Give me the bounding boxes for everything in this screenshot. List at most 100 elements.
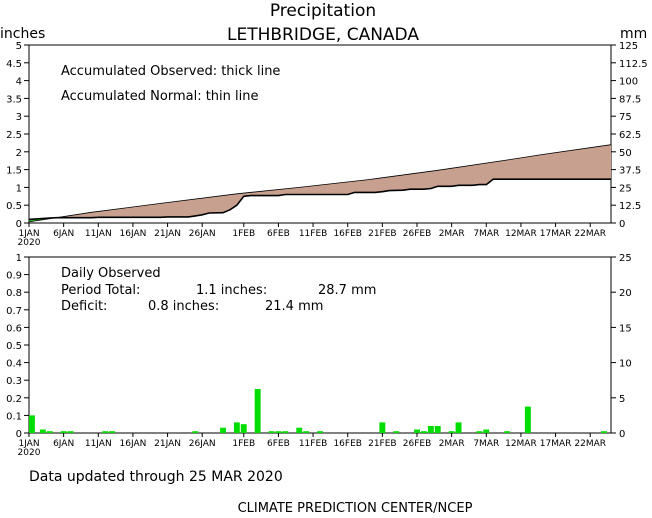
period-total-inches: 1.1 inches: [196, 283, 267, 298]
x-tick-label: 16JAN [120, 229, 147, 239]
x-tick-label: 17MAR [540, 439, 572, 449]
daily-bar [109, 431, 116, 433]
daily-bar [220, 427, 226, 433]
x-tick-label: 26FEB [403, 229, 432, 239]
daily-bar [233, 422, 240, 433]
y-tick-label-left: 0.9 [6, 271, 22, 282]
x-tick-label: 17MAR [540, 229, 572, 239]
x-tick-label: 21FEB [368, 229, 397, 239]
y-tick-label-left: 4 [16, 77, 22, 88]
y-tick-label-right: 125 [619, 41, 638, 52]
daily-bar [303, 431, 310, 433]
chart-subtitle: LETHBRIDGE, CANADA [227, 25, 419, 45]
y-tick-label-right: 100 [619, 77, 638, 88]
daily-bar [29, 415, 35, 433]
daily-bar [476, 431, 483, 433]
x-tick-label: 1JAN [18, 439, 39, 449]
y-tick-label-left: 1.5 [6, 166, 22, 177]
y-tick-label-right: 5 [619, 394, 625, 405]
y-tick-label-right: 0 [619, 429, 625, 440]
y-tick-label-right: 25 [619, 253, 632, 264]
y-tick-label-right: 12.5 [619, 201, 641, 212]
x-tick-label: 26JAN [189, 439, 216, 449]
y-tick-label-left: 3 [16, 112, 22, 123]
deficit-area [29, 144, 611, 222]
daily-bar [427, 426, 434, 433]
daily-bar [504, 431, 510, 433]
daily-bar [254, 389, 261, 433]
x-tick-label: 1JAN [18, 229, 39, 239]
daily-bar [240, 424, 247, 433]
y-tick-label-left: 3.5 [6, 94, 22, 105]
x-tick-label: 6FEB [267, 439, 290, 449]
y-tick-label-right: 25 [619, 183, 632, 194]
x-tick-label: 7MAR [473, 229, 499, 239]
daily-bar [379, 422, 386, 433]
y-tick-label-right: 20 [619, 288, 632, 299]
daily-bar [393, 431, 400, 433]
deficit-mm: 21.4 mm [265, 299, 323, 314]
y-tick-label-right: 37.5 [619, 166, 641, 177]
x-tick-label: 21JAN [154, 439, 181, 449]
x-tick-label: 12MAR [505, 229, 537, 239]
daily-bar [421, 431, 427, 433]
daily-bar [282, 431, 289, 433]
x-tick-label: 7MAR [473, 439, 499, 449]
daily-bar [434, 426, 441, 433]
x-tick-label: 11JAN [85, 439, 112, 449]
x-tick-label: 6FEB [267, 229, 290, 239]
y-tick-label-left: 0.6 [6, 323, 22, 334]
deficit-inches: 0.8 inches: [148, 299, 219, 314]
daily-bar [46, 431, 53, 433]
daily-bar [414, 429, 420, 433]
y-tick-label-right: 87.5 [619, 94, 641, 105]
period-total-mm: 28.7 mm [318, 283, 376, 298]
annotation-observed: Accumulated Observed: thick line [61, 64, 280, 79]
x-tick-label: 11FEB [299, 229, 328, 239]
y-tick-label-right: 112.5 [619, 59, 648, 70]
x-tick-label: 2MAR [439, 229, 465, 239]
y-tick-label-left: 0.5 [6, 201, 22, 212]
daily-bar [483, 429, 490, 433]
y-tick-label-left: 0.2 [6, 394, 22, 405]
x-year-label: 2020 [18, 448, 41, 458]
y-tick-label-left: 0.4 [6, 359, 22, 370]
left-unit-label: inches [0, 26, 45, 42]
y-tick-label-left: 0.5 [6, 341, 22, 352]
x-tick-label: 22MAR [574, 229, 606, 239]
daily-bar [275, 431, 282, 433]
daily-bar [192, 431, 199, 433]
y-tick-label-left: 2.5 [6, 130, 22, 141]
x-tick-label: 11FEB [299, 439, 328, 449]
deficit-label: Deficit: [61, 299, 107, 314]
right-unit-label: mm [620, 26, 647, 42]
y-tick-label-right: 15 [619, 323, 632, 334]
y-tick-label-left: 4.5 [6, 59, 22, 70]
y-tick-label-right: 62.5 [619, 130, 641, 141]
data-updated-note: Data updated through 25 MAR 2020 [29, 469, 283, 485]
y-tick-label-left: 1 [16, 183, 22, 194]
accumulated-panel: 00.511.522.533.544.55012.52537.55062.575… [6, 41, 648, 248]
chart-title: Precipitation [270, 1, 376, 21]
x-tick-label: 16JAN [120, 439, 147, 449]
x-tick-label: 11JAN [85, 229, 112, 239]
daily-bar [524, 406, 531, 433]
normal-line [28, 144, 612, 223]
y-tick-label-left: 1 [16, 253, 22, 264]
x-tick-label: 21JAN [154, 229, 181, 239]
x-tick-label: 26FEB [403, 439, 432, 449]
x-tick-label: 2MAR [439, 439, 465, 449]
daily-bar [268, 431, 275, 433]
observed-line [28, 178, 611, 221]
x-tick-label: 12MAR [505, 439, 537, 449]
x-tick-label: 6JAN [53, 439, 74, 449]
y-tick-label-right: 50 [619, 148, 632, 159]
x-tick-label: 6JAN [53, 229, 74, 239]
x-tick-label: 26JAN [189, 229, 216, 239]
daily-panel: 00.10.20.30.40.50.60.70.80.9105101520251… [6, 253, 632, 458]
x-tick-label: 21FEB [368, 439, 397, 449]
y-tick-label-right: 10 [619, 359, 632, 370]
y-tick-label-left: 0.3 [6, 376, 22, 387]
x-tick-label: 1FEB [232, 439, 255, 449]
